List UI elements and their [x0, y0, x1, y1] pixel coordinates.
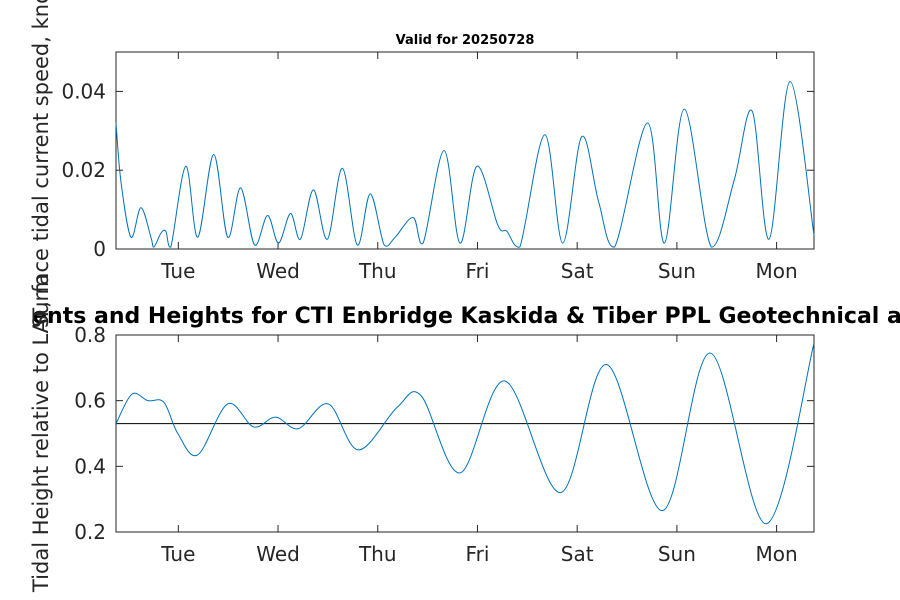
x-tick-label: Mon — [756, 542, 798, 566]
x-tick-label: Tue — [160, 259, 195, 283]
y-tick-label: 0.4 — [74, 454, 106, 478]
x-ticks: Tue Wed Thu Fri Sat Sun Mon — [160, 335, 798, 566]
current-speed-line — [115, 81, 815, 248]
x-tick-label: Tue — [160, 542, 195, 566]
x-tick-label: Mon — [756, 259, 798, 283]
y-tick-label: 0.2 — [74, 520, 106, 544]
y-tick-label: 0 — [93, 237, 106, 261]
y-tick-label: 0.8 — [74, 323, 106, 347]
x-tick-label: Thu — [358, 259, 397, 283]
y-ticks: 0.2 0.4 0.6 0.8 — [74, 323, 814, 544]
x-tick-label: Sat — [561, 542, 594, 566]
x-tick-label: Wed — [256, 259, 300, 283]
tidal-height-line — [115, 343, 815, 525]
x-tick-label: Sun — [658, 542, 696, 566]
x-tick-label: Sat — [561, 259, 594, 283]
x-tick-label: Thu — [358, 542, 397, 566]
x-ticks: Tue Wed Thu Fri Sat Sun Mon — [160, 52, 798, 283]
y-axis-label-height: Tidal Height relative to LAT, m — [29, 274, 53, 593]
x-tick-label: Fri — [466, 259, 490, 283]
current-speed-panel: 0 0.02 0.04 Tue Wed Thu Fri Sat Sun Mon Valid fo… — [61, 33, 815, 283]
x-tick-label: Fri — [466, 542, 490, 566]
x-tick-label: Wed — [256, 542, 300, 566]
figure-title: ents and Heights for CTI Enbridge Kaskid… — [32, 304, 900, 329]
plot-area — [115, 334, 815, 533]
tidal-height-panel: 0.2 0.4 0.6 0.8 Tue Wed Thu Fri Sat Sun Mon — [74, 323, 815, 566]
x-tick-label: Sun — [658, 259, 696, 283]
plot-area — [115, 51, 815, 250]
y-axis-label-speed: Surface tidal current speed, knots — [29, 0, 53, 328]
y-ticks: 0 0.02 0.04 — [61, 79, 814, 261]
y-tick-label: 0.6 — [74, 389, 106, 413]
y-tick-label: 0.02 — [61, 158, 106, 182]
y-tick-label: 0.04 — [61, 79, 106, 103]
chart-title: Valid for 20250728 — [396, 33, 535, 48]
